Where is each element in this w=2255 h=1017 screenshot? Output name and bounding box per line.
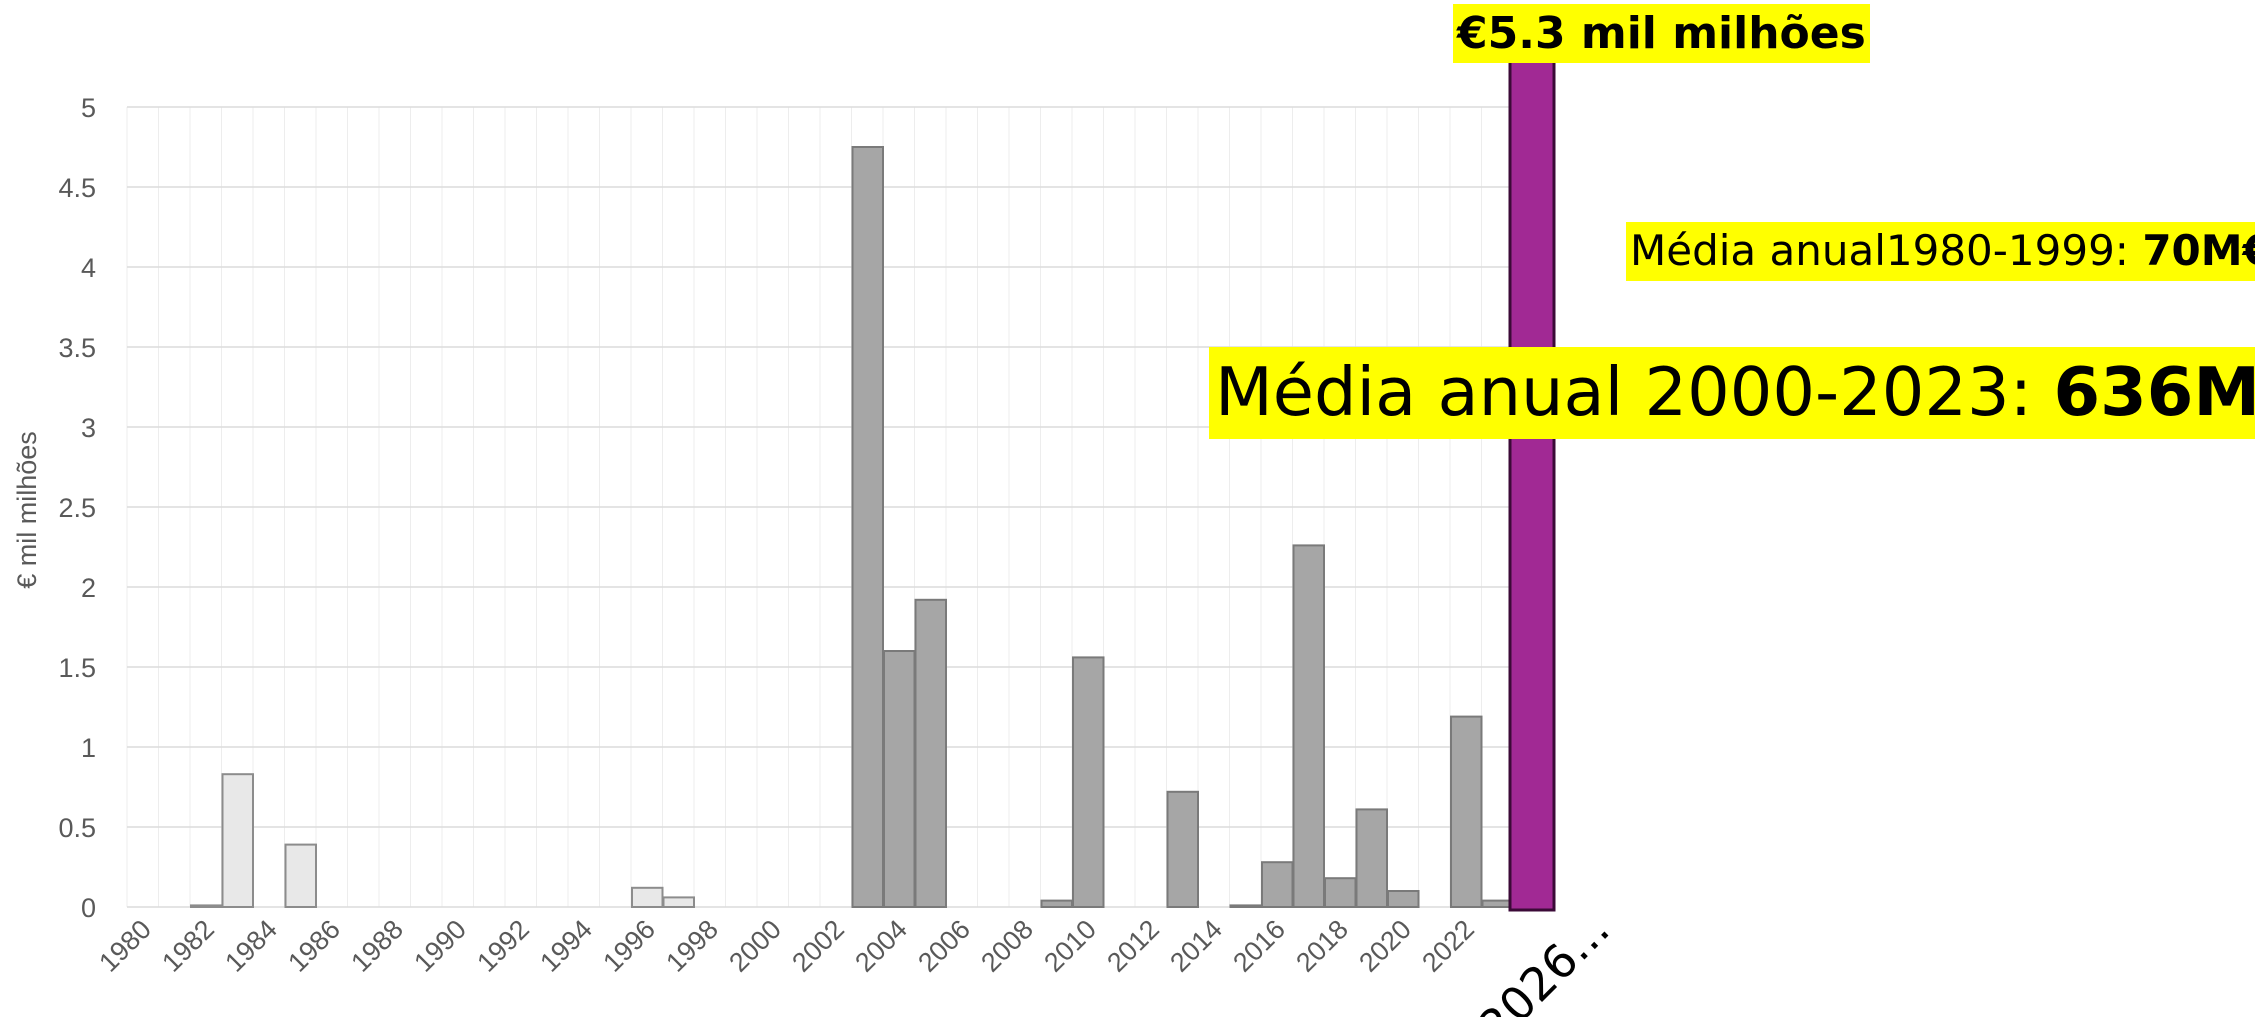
y-tick-label: 5 xyxy=(81,93,96,123)
y-tick-label: 1 xyxy=(81,733,96,763)
x-tick-label: 1992 xyxy=(471,914,535,978)
y-tick-label: 2.5 xyxy=(58,493,96,523)
x-tick-label: 1984 xyxy=(219,914,283,978)
bar xyxy=(1166,790,1199,908)
y-tick-label: 0 xyxy=(81,893,96,923)
bar xyxy=(1229,904,1262,909)
bar xyxy=(284,843,317,908)
x-tick-label-projected: 2026... xyxy=(1468,902,1620,1017)
average-1980-1999-value: 70M€ xyxy=(2142,226,2255,275)
x-tick-label: 1990 xyxy=(408,914,472,978)
projected-value-label: €5.3 mil milhões xyxy=(1453,4,1870,63)
x-tick-label: 1986 xyxy=(282,914,346,978)
bar xyxy=(662,896,695,909)
y-tick-label: 1.5 xyxy=(58,653,96,683)
x-tick-label: 2012 xyxy=(1101,914,1165,978)
bar xyxy=(1355,808,1388,909)
bar-projected xyxy=(1508,57,1556,912)
bar xyxy=(1450,715,1483,908)
bar xyxy=(851,146,884,908)
bar xyxy=(883,650,916,908)
x-tick-label: 1980 xyxy=(93,914,157,978)
x-tick-label: 2016 xyxy=(1227,914,1291,978)
x-tick-label: 2010 xyxy=(1038,914,1102,978)
x-tick-label: 2000 xyxy=(723,914,787,978)
y-tick-label: 3 xyxy=(81,413,96,443)
y-tick-label: 4 xyxy=(81,253,96,283)
x-tick-label: 2022 xyxy=(1416,914,1480,978)
x-tick-label: 2002 xyxy=(786,914,850,978)
average-2000-2023-value: 636M€ xyxy=(2053,353,2255,431)
bar xyxy=(1261,861,1294,909)
x-tick-label: 1996 xyxy=(597,914,661,978)
y-axis-tick-labels: 0 0.5 1 1.5 2 2.5 3 3.5 4 4.5 5 xyxy=(58,93,96,923)
x-tick-label: 2006 xyxy=(912,914,976,978)
bar xyxy=(221,773,254,909)
bar xyxy=(1040,899,1073,908)
x-tick-label: 1988 xyxy=(345,914,409,978)
bar xyxy=(1481,899,1514,908)
bar xyxy=(914,598,947,908)
bar xyxy=(1292,544,1325,909)
bars xyxy=(190,57,1556,912)
bar xyxy=(190,904,223,909)
y-tick-label: 3.5 xyxy=(58,333,96,363)
bar xyxy=(1387,890,1420,908)
x-axis-tick-labels: 1980 1982 1984 1986 1988 1990 1992 1994 1996 1998… xyxy=(93,902,1619,1017)
y-tick-label: 4.5 xyxy=(58,173,96,203)
x-tick-label: 2020 xyxy=(1353,914,1417,978)
x-tick-label: 2008 xyxy=(975,914,1039,978)
x-tick-label: 1994 xyxy=(534,914,598,978)
average-1980-1999-prefix: Média anual1980-1999: xyxy=(1630,226,2143,275)
average-1980-1999-label: Média anual1980-1999: 70M€ xyxy=(1626,222,2255,281)
average-2000-2023-prefix: Média anual 2000-2023: xyxy=(1215,353,2054,431)
x-tick-label: 2014 xyxy=(1164,914,1228,978)
bar xyxy=(631,886,664,908)
x-tick-label: 2018 xyxy=(1290,914,1354,978)
x-tick-label: 2004 xyxy=(849,914,913,978)
bar xyxy=(1072,656,1105,909)
x-tick-label: 1982 xyxy=(156,914,220,978)
average-2000-2023-label: Média anual 2000-2023: 636M€ xyxy=(1209,347,2255,439)
y-tick-label: 0.5 xyxy=(58,813,96,843)
y-axis-label: € mil milhões xyxy=(12,431,42,589)
bar xyxy=(1324,877,1357,909)
x-tick-label: 1998 xyxy=(660,914,724,978)
y-tick-label: 2 xyxy=(81,573,96,603)
